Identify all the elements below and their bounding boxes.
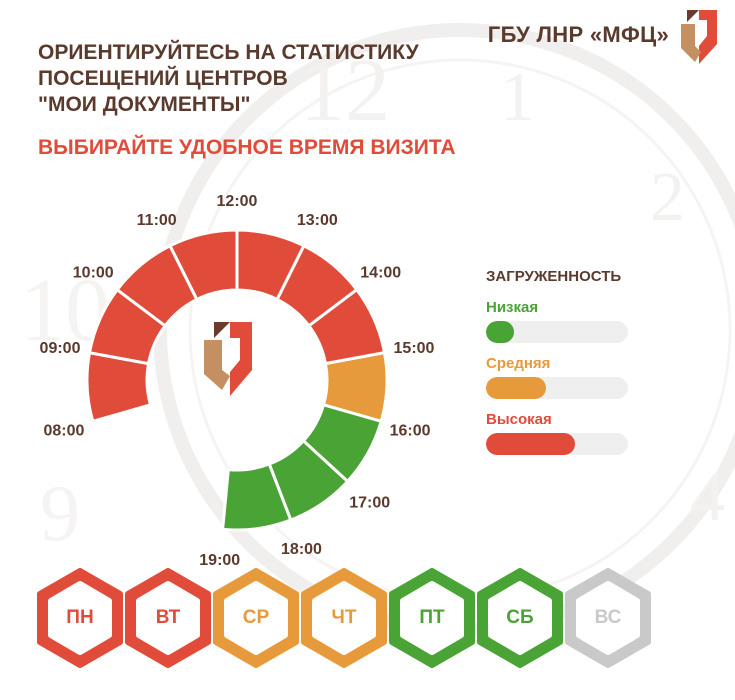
time-label: 11:00 xyxy=(137,212,177,229)
weekday-2: СР xyxy=(210,568,302,668)
brand-header: ГБУ ЛНР «МФЦ» xyxy=(488,6,719,64)
time-label: 18:00 xyxy=(281,541,322,558)
weekday-label: ЧТ xyxy=(331,607,357,628)
legend-item-high: Высокая xyxy=(486,411,666,455)
legend-title: ЗАГРУЖЕННОСТЬ xyxy=(486,268,622,285)
legend-bar-track xyxy=(486,377,628,399)
brand-name: ГБУ ЛНР «МФЦ» xyxy=(487,22,669,47)
time-label: 12:00 xyxy=(217,193,258,210)
weekday-label: ВТ xyxy=(155,607,181,628)
center-mfc-logo-icon xyxy=(204,322,252,396)
svg-text:9: 9 xyxy=(40,470,80,558)
legend-label: Низкая xyxy=(486,299,539,316)
legend-item-low: Низкая xyxy=(486,299,666,343)
legend-label: Высокая xyxy=(486,411,552,428)
weekday-label: ПН xyxy=(66,607,94,628)
weekday-1: ВТ xyxy=(122,568,214,668)
time-label: 17:00 xyxy=(349,495,390,512)
legend-bar-track xyxy=(486,321,628,343)
weekday-0: ПН xyxy=(34,568,126,668)
time-label: 16:00 xyxy=(390,423,431,440)
weekday-4: ПТ xyxy=(386,568,478,668)
time-label: 09:00 xyxy=(40,340,81,357)
time-label: 15:00 xyxy=(394,340,435,357)
hour-segment-1800 xyxy=(220,462,293,532)
weekday-5: СБ xyxy=(474,568,566,668)
weekday-label: СР xyxy=(242,607,270,628)
svg-text:1: 1 xyxy=(500,59,535,136)
weekday-label: СБ xyxy=(506,607,534,628)
legend-item-medium: Средняя xyxy=(486,355,666,399)
legend-bar-track xyxy=(486,433,628,455)
time-label: 19:00 xyxy=(199,552,240,569)
time-label: 14:00 xyxy=(360,265,401,282)
weekday-label: ПТ xyxy=(419,607,445,628)
legend-bar-fill xyxy=(486,433,576,455)
weekday-hexagon xyxy=(565,568,651,668)
svg-text:4: 4 xyxy=(690,459,725,536)
weekday-hexagon xyxy=(389,568,475,668)
weekday-6: ВС xyxy=(562,568,654,668)
time-label: 13:00 xyxy=(297,212,338,229)
headline: ОРИЕНТИРУЙТЕСЬ НА СТАТИСТИКУ ПОСЕЩЕНИЙ Ц… xyxy=(38,41,419,116)
svg-text:2: 2 xyxy=(650,159,685,236)
legend-bar-fill xyxy=(486,321,515,343)
weekday-label: ВС xyxy=(594,607,622,628)
time-label: 10:00 xyxy=(73,265,114,282)
weekday-hexagon xyxy=(37,568,123,668)
subheadline: ВЫБИРАЙТЕ УДОБНОЕ ВРЕМЯ ВИЗИТА xyxy=(38,136,456,159)
weekday-load-row: ПН ВТ СР ЧТ ПТ СБ ВС xyxy=(34,568,734,668)
load-legend: ЗАГРУЖЕННОСТЬ Низкая Средняя Высокая xyxy=(486,268,666,467)
time-label: 08:00 xyxy=(44,423,85,440)
legend-bar-fill xyxy=(486,377,546,399)
weekday-hexagon xyxy=(301,568,387,668)
weekday-hexagon xyxy=(125,568,211,668)
weekday-3: ЧТ xyxy=(298,568,390,668)
legend-label: Средняя xyxy=(486,355,551,372)
mfc-logo-icon xyxy=(681,10,717,64)
svg-text:12: 12 xyxy=(300,41,390,140)
weekday-hexagon xyxy=(477,568,563,668)
weekday-hexagon xyxy=(213,568,299,668)
